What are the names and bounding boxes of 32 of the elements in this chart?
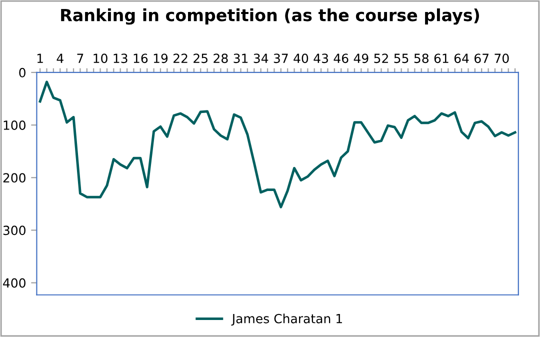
x-tick-label: 52	[374, 54, 388, 64]
x-tick-label: 49	[354, 54, 368, 64]
x-tick-label: 1	[37, 54, 43, 63]
x-tick-label: 40	[294, 54, 308, 64]
x-tick-label: 43	[314, 54, 328, 64]
x-tick-label: 16	[134, 54, 148, 64]
x-tick-label: 34	[254, 54, 268, 64]
x-tick-label: 25	[194, 54, 208, 64]
y-tick-label: 200	[3, 173, 26, 183]
x-tick-label: 46	[334, 54, 348, 64]
x-tick-label: 19	[154, 54, 168, 64]
x-tick-label: 28	[214, 54, 228, 64]
x-tick-label: 31	[234, 54, 248, 64]
x-tick-label: 7	[77, 54, 84, 63]
x-tick-label: 13	[114, 54, 128, 64]
x-tick-label: 70	[494, 54, 509, 64]
y-tick-label: 0	[19, 68, 26, 78]
x-tick-label: 58	[414, 54, 428, 64]
x-tick-label: 22	[174, 54, 188, 63]
line-series	[38, 80, 516, 208]
x-tick-label: 37	[274, 54, 288, 64]
y-tick-label: 400	[3, 278, 26, 288]
x-tick-label: 55	[394, 54, 408, 64]
y-tick-label: 100	[4, 120, 26, 130]
x-tick-label: 10	[94, 54, 108, 64]
chart-title: Ranking in competition (as the course plays)	[61, 8, 480, 25]
x-tick-label: 64	[454, 54, 469, 64]
x-tick-label: 67	[474, 54, 488, 64]
legend-label: James Charatan 1	[231, 314, 342, 326]
x-tick-label: 61	[434, 54, 448, 64]
y-tick-label: 300	[3, 226, 26, 236]
x-tick-label: 4	[56, 54, 64, 63]
